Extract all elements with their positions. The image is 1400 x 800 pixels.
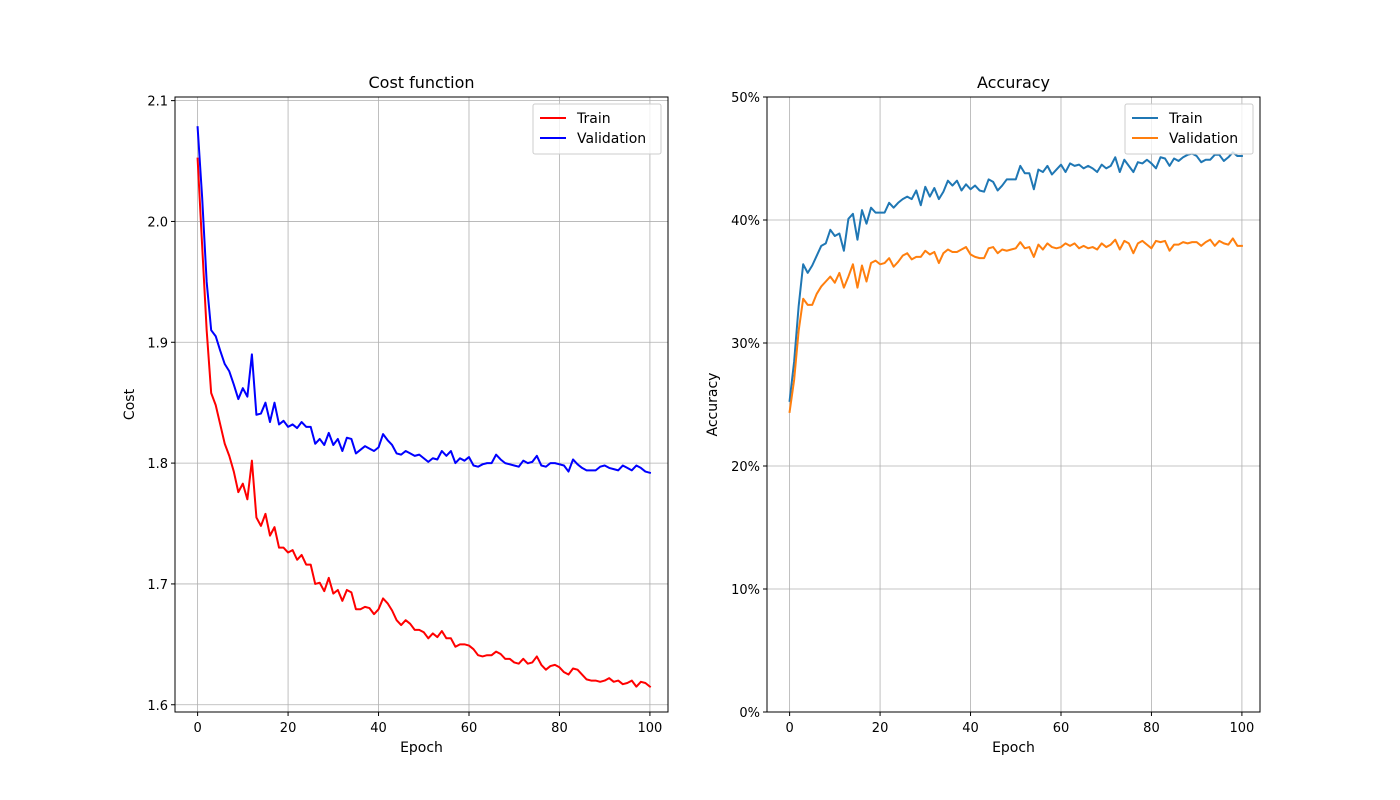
cost-x-axis-label: Epoch (400, 740, 443, 756)
cost-chart-title: Cost function (368, 73, 474, 92)
accuracy-y-axis-label: Accuracy (705, 373, 721, 437)
cost-legend-box (532, 103, 662, 155)
cost-series-line-validation (196, 126, 652, 474)
cost-legend: Train Validation (532, 103, 662, 155)
accuracy-x-tick-label: 100 (1229, 721, 1254, 736)
cost-y-tick-label: 1.8 (147, 457, 168, 472)
accuracy-y-tick-label: 50% (731, 91, 760, 106)
accuracy-chart: 0 20 40 60 80 100 0% 10% 20% 30% 40% 50% Accuracy E… (705, 73, 1261, 756)
cost-y-tick-label: 2.0 (147, 215, 168, 230)
accuracy-legend: Train Validation (1124, 103, 1254, 155)
cost-x-tick-label: 100 (637, 721, 662, 736)
cost-x-tick-label: 80 (551, 721, 568, 736)
cost-plot-frame (174, 96, 669, 713)
accuracy-legend-train-label: Train (1168, 111, 1203, 127)
cost-legend-train-label: Train (576, 111, 611, 127)
cost-x-tick-label: 60 (461, 721, 478, 736)
cost-y-tick-label: 2.1 (147, 95, 168, 110)
accuracy-y-tick-label: 40% (731, 214, 760, 229)
accuracy-legend-box (1124, 103, 1254, 155)
accuracy-y-tick-label: 0% (739, 706, 760, 721)
cost-x-tick-label: 0 (193, 721, 201, 736)
accuracy-x-tick-label: 40 (962, 721, 979, 736)
accuracy-x-tick-label: 60 (1053, 721, 1070, 736)
accuracy-x-tick-label: 20 (872, 721, 889, 736)
cost-series-line-train (196, 157, 652, 689)
accuracy-series-line-train (788, 151, 1243, 402)
cost-x-tick-label: 20 (280, 721, 297, 736)
cost-y-tick-label: 1.7 (147, 578, 168, 593)
accuracy-legend-validation-label: Validation (1169, 131, 1238, 147)
accuracy-x-tick-label: 80 (1143, 721, 1160, 736)
cost-y-tick-label: 1.6 (147, 699, 168, 714)
accuracy-chart-title: Accuracy (977, 73, 1050, 92)
accuracy-y-tick-label: 20% (731, 460, 760, 475)
accuracy-series-line-validation (788, 237, 1243, 414)
cost-y-tick-label: 1.9 (147, 336, 168, 351)
cost-legend-validation-label: Validation (577, 131, 646, 147)
accuracy-x-tick-label: 0 (785, 721, 793, 736)
cost-function-chart: 0 20 40 60 80 100 1.6 1.7 1.8 1.9 2.0 2.1 Cost func… (122, 73, 669, 756)
accuracy-x-axis-label: Epoch (992, 740, 1035, 756)
accuracy-y-tick-label: 10% (731, 583, 760, 598)
accuracy-plot-frame (766, 96, 1261, 713)
accuracy-y-tick-label: 30% (731, 337, 760, 352)
cost-y-axis-label: Cost (122, 388, 138, 420)
cost-x-tick-label: 40 (370, 721, 387, 736)
